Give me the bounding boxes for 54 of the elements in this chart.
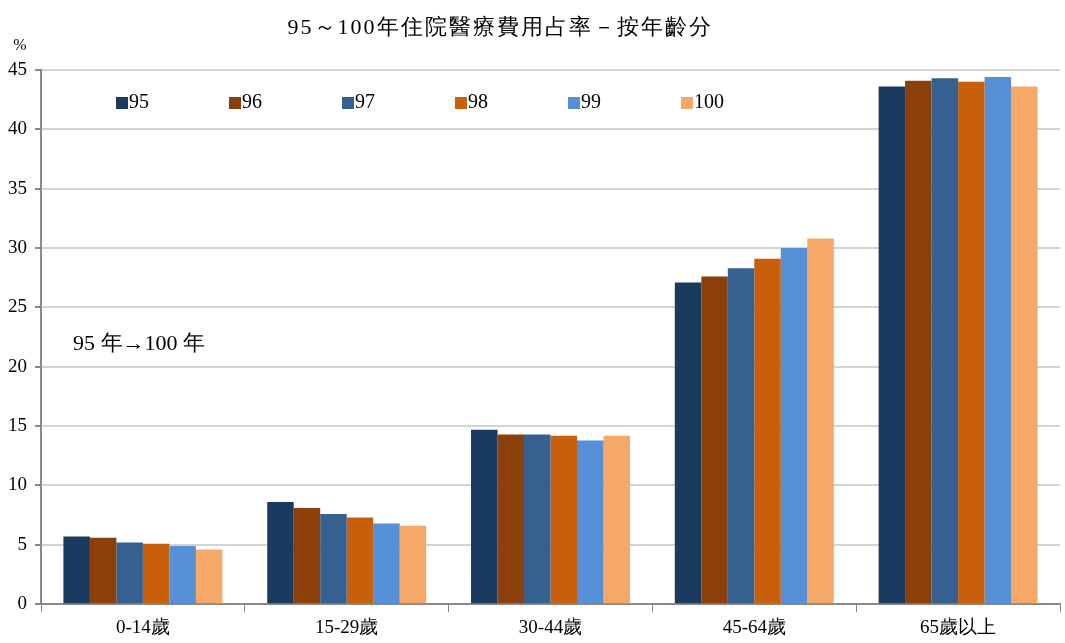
legend-label: 98: [468, 90, 488, 113]
bar: [603, 435, 630, 604]
y-tick-label: 35: [8, 176, 27, 198]
bar: [497, 434, 525, 604]
y-tick-label: 40: [8, 117, 27, 139]
bar: [727, 268, 755, 604]
bar: [984, 77, 1012, 604]
x-tick-label: 30-44歲: [518, 615, 583, 637]
x-tick-label: 15-29歲: [315, 615, 379, 637]
y-tick-label: 25: [8, 295, 27, 317]
bar: [550, 435, 577, 604]
legend-label: 99: [581, 90, 601, 113]
y-tick-label: 30: [8, 236, 27, 258]
bar: [267, 502, 294, 604]
chart-title: 95～100年住院醫療費用占率－按年齡分: [287, 14, 713, 39]
bar: [169, 546, 196, 604]
legend-label: 96: [242, 90, 262, 113]
bar: [674, 282, 702, 604]
bar: [524, 434, 551, 604]
bar: [807, 238, 834, 604]
y-axis-title: %: [13, 36, 27, 54]
bar: [116, 542, 143, 604]
bar: [320, 513, 347, 604]
bar: [399, 525, 427, 604]
y-tick-label: 15: [8, 414, 27, 436]
y-tick-label: 20: [8, 354, 27, 376]
x-tick-label: 65歲以上: [920, 615, 997, 637]
bar: [931, 78, 959, 604]
bar: [780, 248, 808, 604]
bar: [576, 440, 604, 604]
y-tick-label: 10: [8, 473, 27, 495]
legend-label: 97: [355, 90, 375, 113]
legend-label: 100: [694, 90, 724, 113]
bar: [958, 81, 985, 604]
legend-label: 95: [129, 90, 149, 113]
bar: [63, 536, 90, 604]
bar: [373, 523, 400, 604]
bar: [905, 80, 932, 604]
bar: [701, 276, 728, 604]
bar: [195, 549, 223, 604]
bar: [346, 517, 374, 604]
bar: [754, 258, 781, 604]
x-tick-label: 0-14歲: [115, 615, 170, 637]
bar: [1011, 86, 1038, 604]
bar: [471, 429, 498, 604]
x-tick-label: 45-64歲: [722, 615, 786, 637]
bar: [89, 537, 117, 604]
bar: [293, 508, 321, 604]
y-tick-label: 45: [8, 57, 27, 79]
bar: [142, 543, 170, 604]
y-tick-label: 0: [17, 592, 27, 614]
y-tick-label: 5: [17, 532, 27, 554]
annotation: 95 年→100 年: [73, 329, 205, 355]
bar: [878, 86, 906, 604]
